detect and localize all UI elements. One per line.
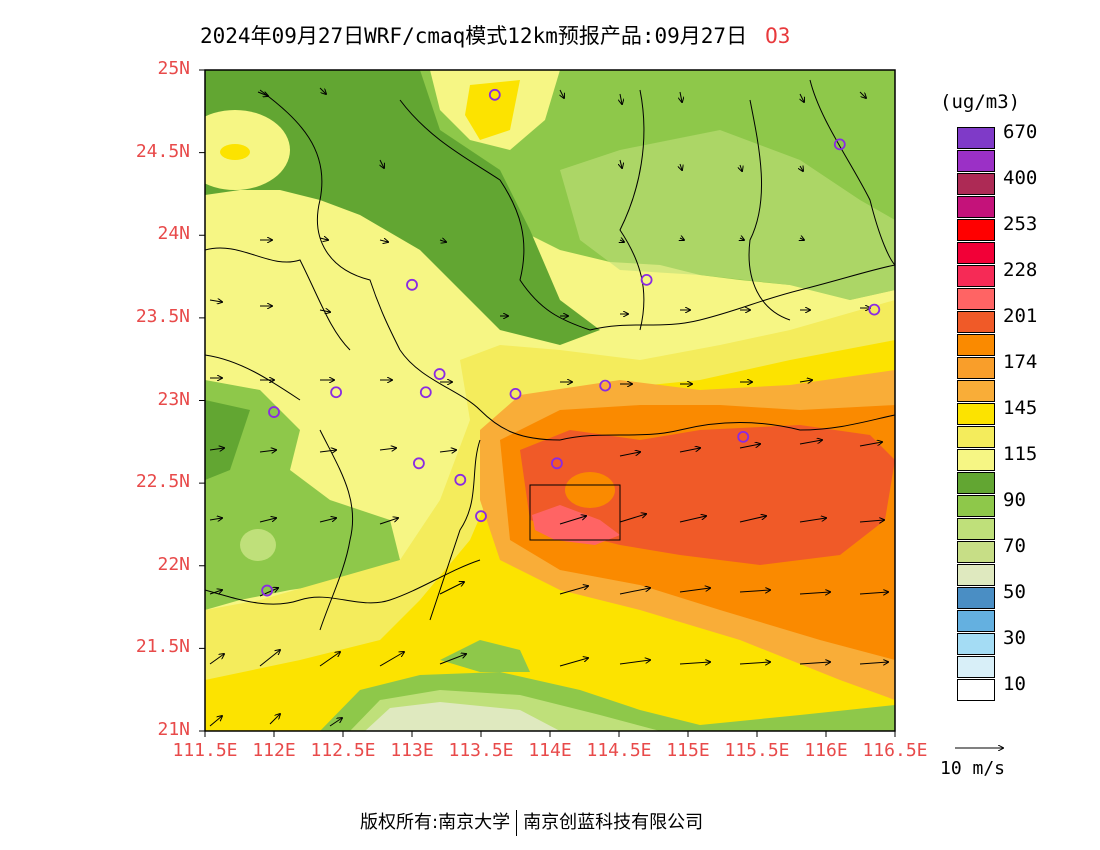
lon-label: 113E	[390, 740, 434, 761]
copyright-left: 版权所有:南京大学	[360, 812, 511, 833]
legend-label: 201	[1003, 305, 1038, 327]
legend-label: 253	[1003, 213, 1038, 235]
station-marker	[488, 88, 501, 101]
legend-swatch	[957, 288, 995, 310]
legend-label: 115	[1003, 443, 1038, 465]
legend-swatch	[957, 587, 995, 609]
lon-label: 115.5E	[724, 740, 790, 761]
legend-label: 400	[1003, 167, 1038, 189]
wind-vectors	[209, 87, 888, 727]
legend-unit: (ug/m3)	[940, 91, 1021, 113]
lat-label: 24.5N	[135, 140, 190, 162]
lon-label: 114.5E	[586, 740, 652, 761]
station-marker	[640, 273, 653, 286]
station-marker	[509, 387, 522, 400]
station-marker	[268, 406, 280, 418]
legend-swatch	[957, 656, 995, 678]
station-marker	[261, 584, 274, 597]
legend-swatch	[957, 219, 995, 241]
lon-label: 116E	[804, 740, 848, 761]
station-marker	[599, 379, 612, 392]
lat-label: 21.5N	[135, 636, 190, 658]
legend-label: 30	[1003, 627, 1026, 649]
legend-swatch	[957, 334, 995, 356]
station-marker	[433, 368, 446, 380]
legend-label: 174	[1003, 351, 1038, 373]
legend-swatch	[957, 495, 995, 517]
copyright: 版权所有:南京大学 南京创蓝科技有限公司	[360, 808, 703, 836]
legend-label: 10	[1003, 673, 1026, 695]
legend-swatch	[957, 472, 995, 494]
wind-reference-label: 10 m/s	[940, 758, 1006, 779]
lat-label: 22N	[157, 553, 190, 575]
species-label: O3	[765, 24, 791, 48]
legend-label: 670	[1003, 121, 1038, 143]
legend-swatch	[957, 610, 995, 632]
legend-label: 90	[1003, 489, 1026, 511]
station-marker	[419, 386, 432, 399]
title-text: 2024年09月27日WRF/cmaq模式12km预报产品:09月27日	[200, 24, 748, 48]
legend-swatch	[957, 518, 995, 540]
legend-swatch	[957, 679, 995, 701]
legend-swatch	[957, 196, 995, 218]
lat-label: 21N	[157, 719, 190, 740]
lon-label: 115E	[666, 740, 710, 761]
concentration-field	[205, 70, 895, 731]
lon-label: 112E	[252, 740, 296, 761]
lat-label: 23N	[157, 388, 190, 410]
legend-swatch	[957, 242, 995, 264]
station-marker	[737, 430, 750, 443]
copyright-separator	[516, 810, 518, 836]
legend-swatch	[957, 357, 995, 379]
station-marker	[868, 303, 881, 316]
lon-label: 113.5E	[448, 740, 514, 761]
lon-label: 114E	[528, 740, 572, 761]
legend-swatch	[957, 426, 995, 448]
legend-swatch	[957, 633, 995, 655]
station-marker	[330, 386, 343, 399]
legend-swatch	[957, 311, 995, 333]
station-marker	[412, 457, 425, 470]
legend-label: 228	[1003, 259, 1038, 281]
lat-label: 22.5N	[135, 471, 190, 493]
lat-label: 23.5N	[135, 305, 190, 327]
station-marker	[551, 457, 563, 470]
lon-label: 111.5E	[172, 740, 238, 761]
legend-swatch	[957, 564, 995, 586]
legend-label: 50	[1003, 581, 1026, 603]
lon-label: 112.5E	[310, 740, 376, 761]
station-marker	[833, 138, 846, 151]
legend-label: 70	[1003, 535, 1026, 557]
lat-label: 24N	[157, 223, 190, 245]
legend-swatch	[957, 449, 995, 471]
lat-label: 25N	[157, 58, 190, 79]
legend-swatch	[957, 265, 995, 287]
lon-label: 116.5E	[862, 740, 928, 761]
legend-swatch	[957, 173, 995, 195]
legend-swatch	[957, 127, 995, 149]
legend-swatch	[957, 541, 995, 563]
legend-label: 145	[1003, 397, 1038, 419]
copyright-right: 南京创蓝科技有限公司	[523, 812, 704, 833]
station-marker	[406, 278, 418, 291]
legend-swatch	[957, 403, 995, 425]
station-marker	[475, 510, 487, 523]
legend-swatch	[957, 380, 995, 402]
station-marker	[454, 473, 467, 486]
legend-swatch	[957, 150, 995, 172]
monitoring-stations	[261, 88, 881, 597]
